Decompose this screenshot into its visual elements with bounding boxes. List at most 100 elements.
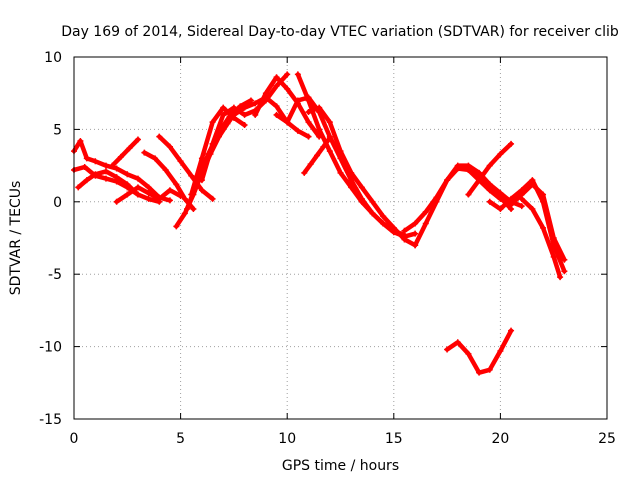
data-point	[557, 274, 564, 281]
data-point	[508, 140, 515, 147]
data-point	[273, 103, 280, 110]
data-point	[497, 347, 504, 354]
data-point	[320, 143, 327, 150]
data-point	[102, 168, 109, 175]
data-point	[102, 175, 109, 182]
data-point	[126, 145, 133, 152]
series-line-arc-24	[444, 328, 514, 375]
data-point	[156, 133, 163, 140]
data-point	[348, 169, 355, 176]
data-point	[422, 220, 429, 227]
data-point	[561, 256, 568, 263]
data-point	[337, 148, 344, 155]
data-point	[134, 191, 141, 198]
data-point	[284, 71, 291, 78]
data-point	[508, 201, 515, 208]
data-point	[252, 100, 259, 107]
data-point	[166, 197, 173, 204]
data-point	[433, 198, 440, 205]
data-point	[188, 172, 195, 179]
data-point	[177, 158, 184, 165]
data-point	[220, 111, 227, 118]
data-point	[198, 187, 205, 194]
data-point	[369, 210, 376, 217]
data-point	[380, 213, 387, 220]
data-point	[508, 195, 515, 202]
data-point	[326, 119, 333, 126]
data-point	[301, 169, 308, 176]
data-point	[529, 177, 536, 184]
data-point	[294, 127, 301, 134]
data-point	[326, 148, 333, 155]
data-point	[561, 268, 568, 275]
axis-ticks: 0 5 10 15 20 25 -15 -10 -5 0 5 10	[39, 50, 616, 447]
y-tick-label: -15	[39, 412, 62, 428]
data-point	[508, 327, 515, 334]
data-point	[348, 184, 355, 191]
data-point	[109, 162, 116, 169]
data-point	[337, 169, 344, 176]
data-point	[422, 208, 429, 215]
data-point	[241, 122, 248, 129]
data-point	[124, 181, 131, 188]
data-point	[518, 195, 525, 202]
data-point	[444, 346, 451, 353]
data-point	[77, 137, 84, 144]
data-point	[145, 195, 152, 202]
data-point	[92, 171, 99, 178]
y-axis-label: SDTVAR / TECUs	[8, 181, 24, 296]
plot-frame	[73, 56, 608, 420]
data-point	[198, 155, 205, 162]
data-point	[465, 166, 472, 173]
data-point	[241, 111, 248, 118]
data-point	[209, 140, 216, 147]
data-point	[314, 152, 321, 159]
data-point	[486, 366, 493, 373]
data-point	[141, 149, 148, 156]
data-point	[83, 177, 90, 184]
data-point	[145, 184, 152, 191]
data-point	[113, 174, 120, 181]
data-point	[181, 195, 188, 202]
chart-title: Day 169 of 2014, Sidereal Day-to-day VTE…	[61, 24, 619, 40]
data-point	[230, 104, 237, 111]
series-line-arc-10	[189, 105, 247, 197]
data-point	[113, 198, 120, 205]
data-point	[166, 187, 173, 194]
data-point	[497, 151, 504, 158]
data-point	[305, 109, 312, 116]
data-point	[358, 184, 365, 191]
data-point	[134, 184, 141, 191]
data-point	[173, 223, 180, 230]
series-line-arc-19	[412, 163, 514, 248]
data-point	[173, 181, 180, 188]
data-point	[181, 210, 188, 217]
data-point	[284, 85, 291, 92]
data-point	[486, 181, 493, 188]
series-group	[71, 71, 568, 376]
data-point	[307, 161, 314, 168]
data-point	[476, 369, 483, 376]
data-point	[230, 111, 237, 118]
data-point	[134, 175, 141, 182]
x-tick-label: 10	[278, 431, 296, 447]
data-point	[476, 177, 483, 184]
data-point	[540, 224, 547, 231]
data-point	[358, 198, 365, 205]
data-point	[294, 71, 301, 78]
data-point	[476, 169, 483, 176]
x-tick-label: 20	[491, 431, 509, 447]
data-point	[465, 191, 472, 198]
series-line-arc-18	[402, 166, 524, 234]
data-point	[316, 126, 323, 133]
data-point	[209, 119, 216, 126]
data-point	[273, 74, 280, 81]
series-line-arc-7	[157, 134, 215, 202]
x-tick-label: 5	[176, 431, 185, 447]
data-point	[465, 350, 472, 357]
data-point	[401, 227, 408, 234]
x-tick-label: 25	[598, 431, 616, 447]
y-tick-label: 5	[53, 122, 62, 138]
data-point	[156, 195, 163, 202]
